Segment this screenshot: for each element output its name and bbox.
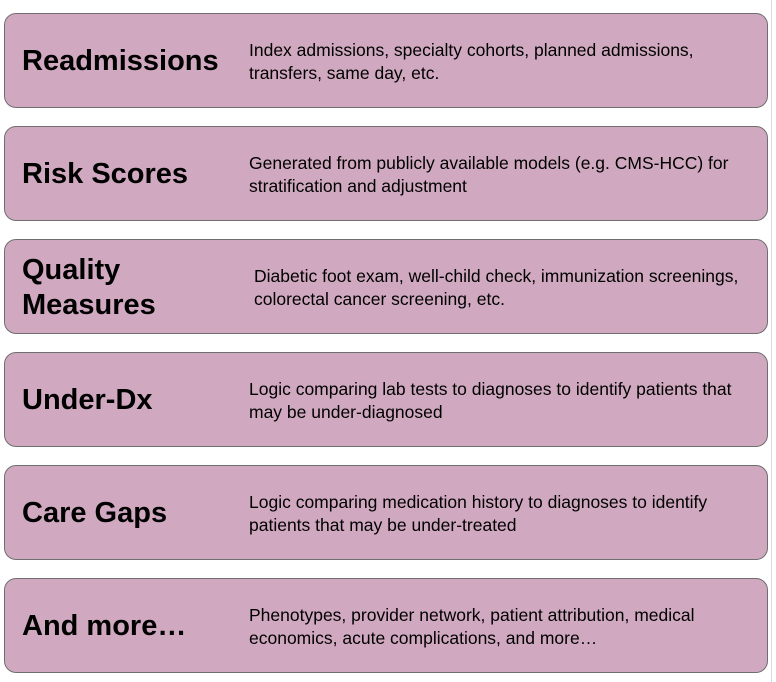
card-title: Risk Scores xyxy=(22,158,189,190)
card-and-more: And more… Phenotypes, provider network, … xyxy=(4,578,768,673)
card-title: Readmissions xyxy=(22,45,219,77)
card-description: Index admissions, specialty cohorts, pla… xyxy=(249,39,694,83)
card-description: Generated from publicly available models… xyxy=(249,152,729,196)
card-title: Quality Measures xyxy=(22,253,156,321)
card-title: Care Gaps xyxy=(22,497,168,529)
card-title: And more… xyxy=(22,610,187,642)
card-title: Under-Dx xyxy=(22,384,153,416)
card-description: Phenotypes, provider network, patient at… xyxy=(249,604,695,648)
card-description: Logic comparing lab tests to diagnoses t… xyxy=(249,378,732,422)
card-quality-measures: Quality Measures Diabetic foot exam, wel… xyxy=(4,239,768,334)
card-care-gaps: Care Gaps Logic comparing medication his… xyxy=(4,465,768,560)
card-under-dx: Under-Dx Logic comparing lab tests to di… xyxy=(4,352,768,447)
card-risk-scores: Risk Scores Generated from publicly avai… xyxy=(4,126,768,221)
card-readmissions: Readmissions Index admissions, specialty… xyxy=(4,13,768,108)
card-description: Logic comparing medication history to di… xyxy=(249,491,708,535)
card-description: Diabetic foot exam, well-child check, im… xyxy=(254,265,739,309)
page-edge-divider xyxy=(771,0,772,682)
